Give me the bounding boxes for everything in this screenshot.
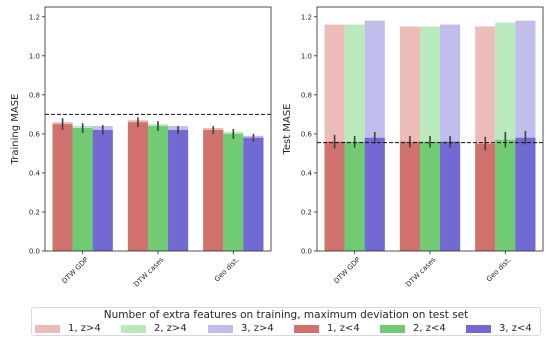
y-tick-label: 0.4 [29,169,41,177]
y-axis-label: Training MASE [10,94,21,166]
bar [243,137,264,251]
bar [72,128,93,251]
legend-label: 2, z>4 [154,323,187,334]
legend-entries: 1, z>4 2, z>4 3, z>4 1, z<4 2, z<4 3, z<… [32,323,540,335]
bar [440,141,461,251]
y-axis-label: Test MASE [282,103,293,155]
legend-label: 3, z>4 [241,323,274,334]
bar [168,129,189,251]
bar [52,124,73,251]
bar [324,141,345,251]
bar [92,129,113,251]
y-tick-label: 0.0 [29,248,40,256]
bar [419,141,441,251]
x-tick-label: DTW cases [404,256,437,289]
y-tick-label: 0.8 [301,91,312,99]
y-tick-label: 0.6 [29,130,41,138]
bar [344,141,365,251]
y-tick-label: 1.0 [29,52,40,60]
bar [364,137,385,251]
legend-swatch [466,325,491,333]
bar [495,139,516,251]
x-tick-label: DTW cases [132,256,165,289]
legend-title: Number of extra features on training, ma… [103,309,469,321]
legend-label: 1, z>4 [68,323,101,334]
legend-swatch [35,325,60,333]
y-tick-label: 1.2 [29,13,40,21]
y-tick-label: 0.2 [29,208,40,216]
y-tick-label: 0.2 [301,208,312,216]
bar [399,141,420,251]
y-tick-label: 0.6 [301,130,313,138]
test-mase-panel: 0.0 0.2 0.4 0.6 0.8 1.0 1.2 Test MASE DTW GDP DTW… [282,6,544,289]
legend-swatch [380,325,405,333]
legend: Number of extra features on training, ma… [31,307,541,336]
bar [515,137,536,251]
legend-label: 2, z<4 [413,323,446,334]
bar [475,143,496,251]
y-tick-label: 1.2 [301,13,312,21]
plot-frame [44,6,272,252]
legend-swatch [294,325,319,333]
x-tick-label: Geo dist. [213,256,241,284]
legend-swatch [121,325,146,333]
plot-frame [316,6,544,252]
bar [147,126,169,251]
legend-label: 3, z<4 [499,323,532,334]
x-tick-label: DTW GDP [332,256,362,286]
x-tick-label: Geo dist. [485,256,513,284]
training-mase-panel: 0.0 0.2 0.4 0.6 0.8 1.0 1.2 Training MASE DTW GD… [10,6,272,289]
y-tick-label: 1.0 [301,52,312,60]
bar [127,122,148,251]
x-tick-label: DTW GDP [60,256,90,286]
legend-label: 1, z<4 [327,323,360,334]
bar [223,133,244,251]
y-tick-label: 0.8 [29,91,40,99]
legend-swatch [208,325,233,333]
y-tick-label: 0.4 [301,169,313,177]
bar [203,129,224,251]
y-tick-label: 0.0 [301,248,312,256]
